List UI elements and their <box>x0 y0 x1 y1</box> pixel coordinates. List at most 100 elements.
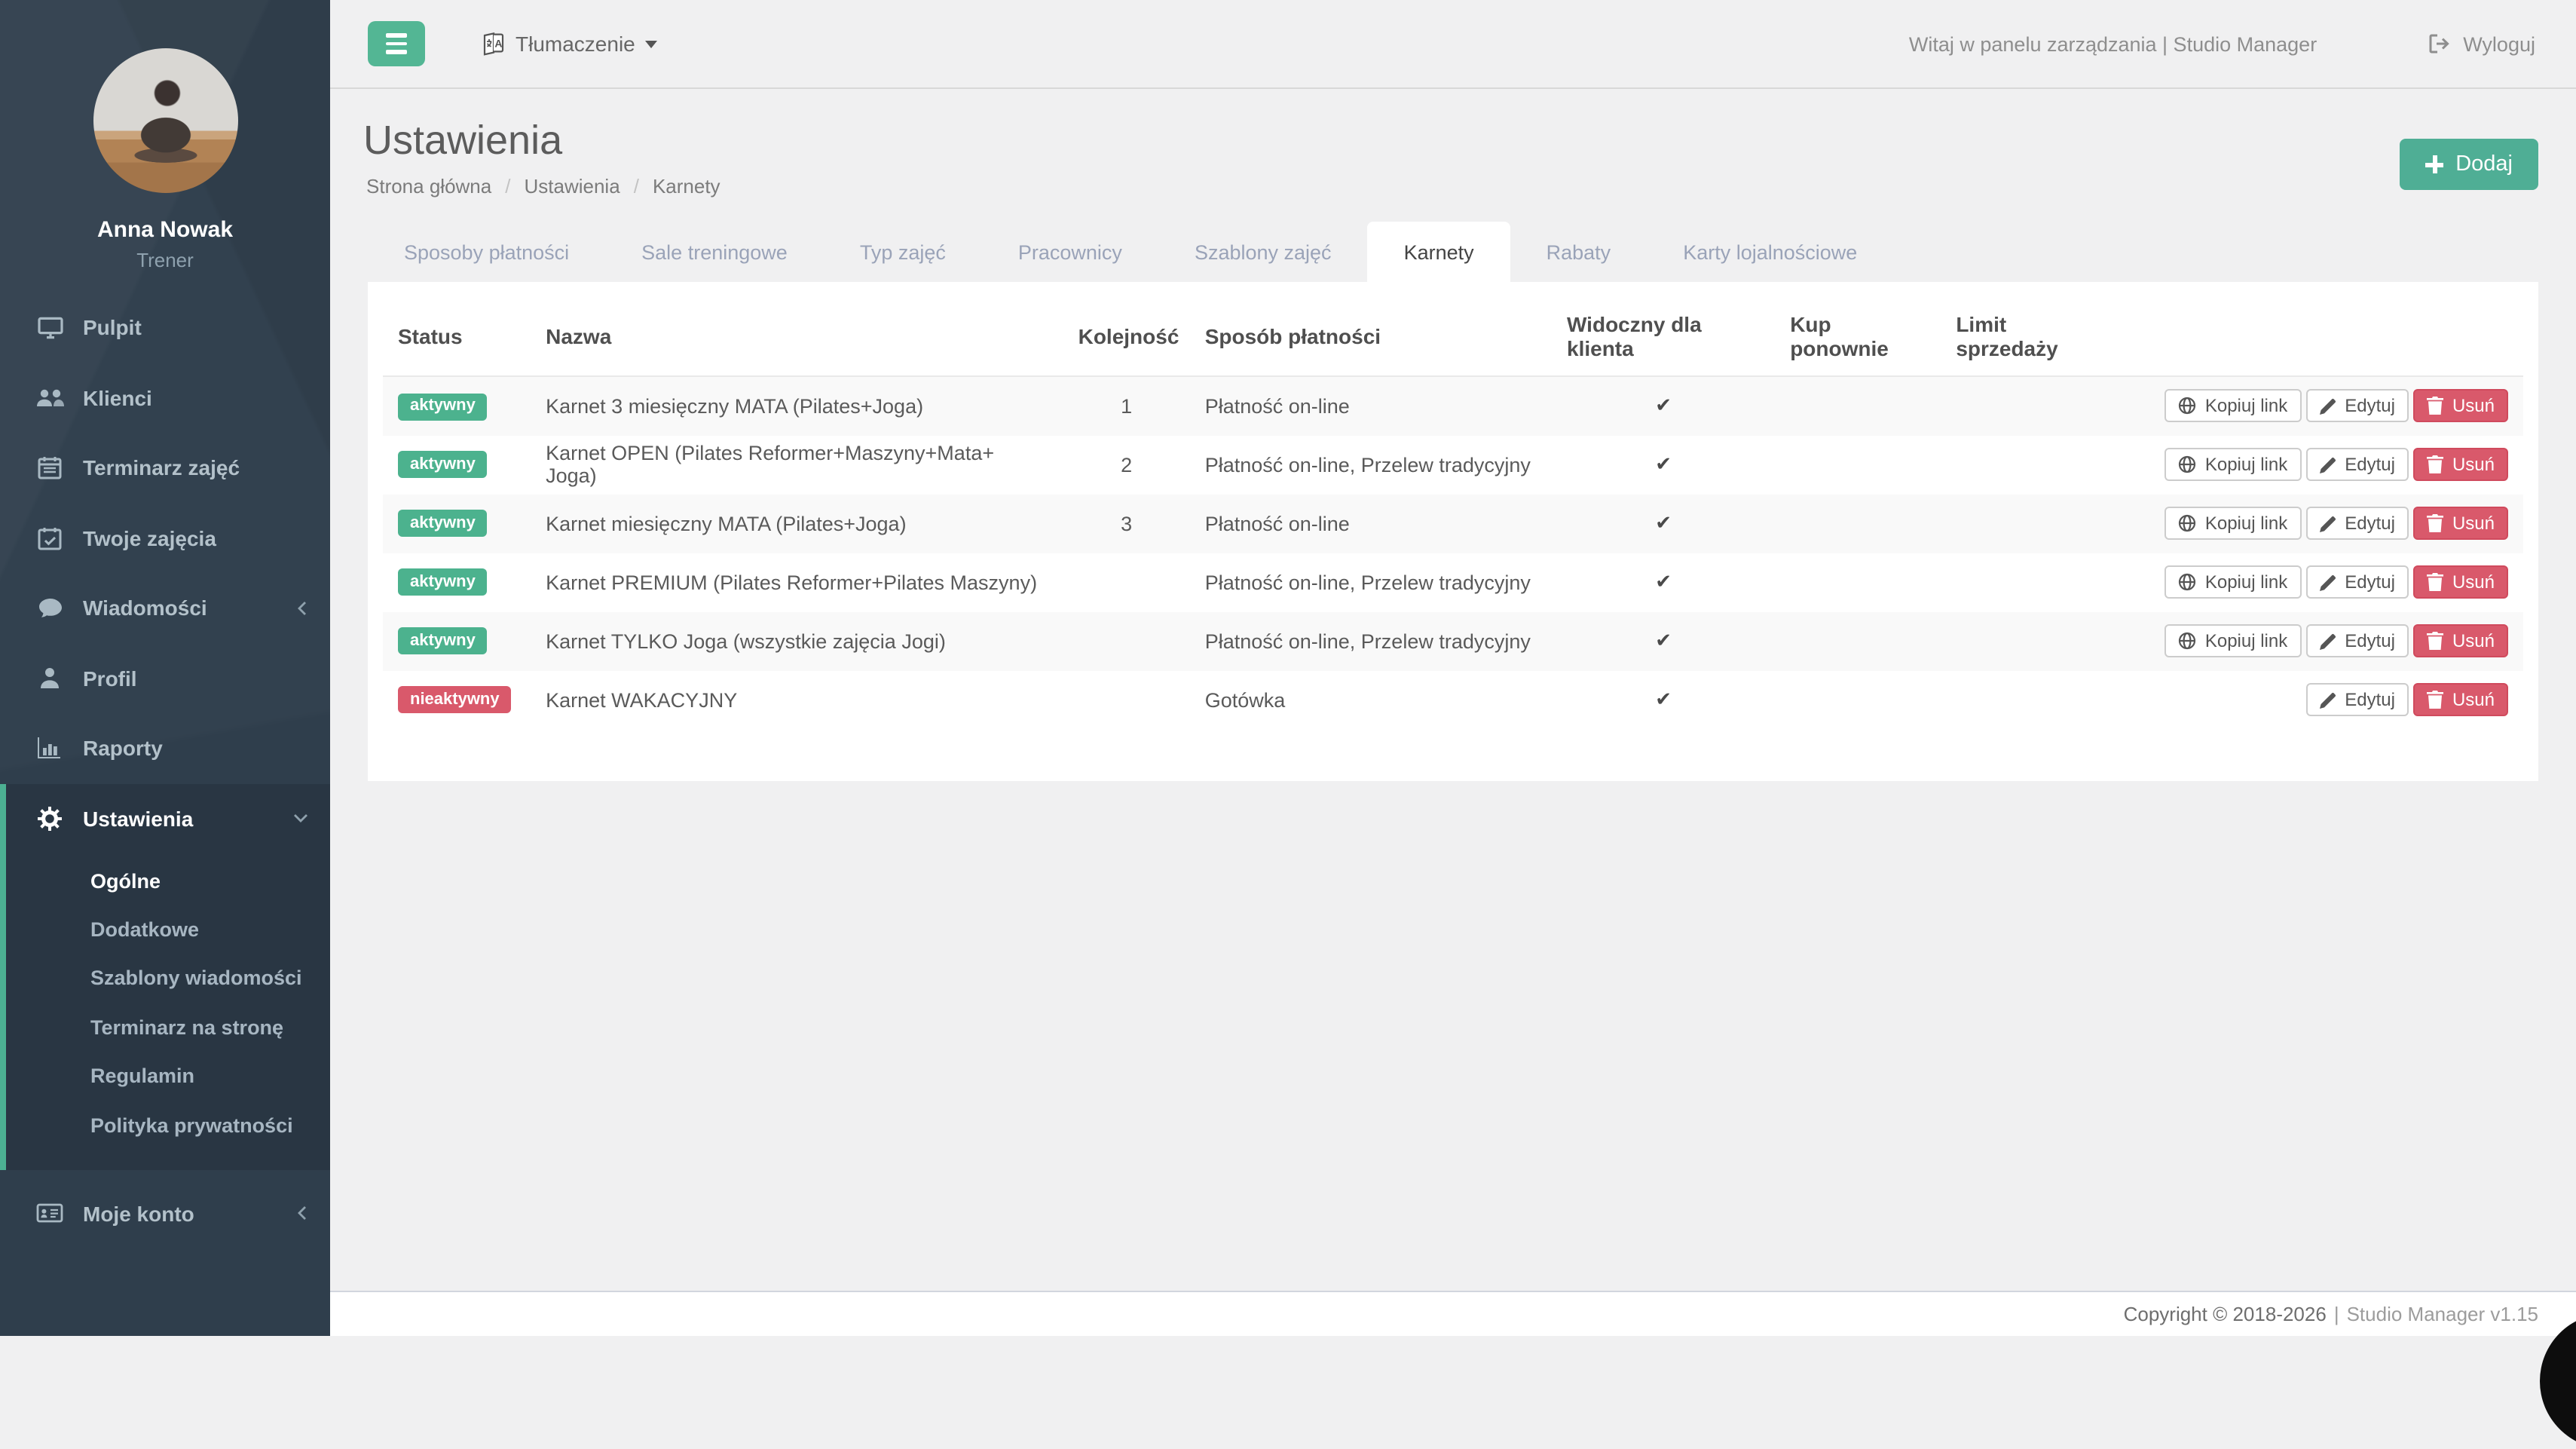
calendar-check-icon <box>35 526 65 550</box>
col-widoczny: Widoczny dla klienta <box>1552 297 1776 377</box>
check-icon: ✔ <box>1655 688 1672 710</box>
sidebar-toggle-button[interactable] <box>368 21 425 66</box>
sidebar-item-label: Moje konto <box>83 1201 194 1226</box>
sidebar-item-moje-konto[interactable]: Moje konto <box>0 1178 330 1248</box>
edit-button[interactable]: Edytuj <box>2305 683 2409 716</box>
edit-button[interactable]: Edytuj <box>2305 389 2409 423</box>
karnet-name: Karnet OPEN (Pilates Reformer+Maszyny+Ma… <box>546 442 995 487</box>
col-kup-ponownie: Kup ponownie <box>1775 297 1941 377</box>
welcome-text: Witaj w panelu zarządzania | Studio Mana… <box>1908 32 2317 55</box>
karnet-order: 2 <box>1121 453 1133 476</box>
sidebar-item-terminarz-zajec[interactable]: Terminarz zajęć <box>0 433 330 503</box>
settings-submenu: Ogólne Dodatkowe Szablony wiadomości Ter… <box>6 853 330 1171</box>
copy-link-button[interactable]: Kopiuj link <box>2164 565 2302 599</box>
footer: Copyright © 2018-2026 | Studio Manager v… <box>330 1291 2576 1336</box>
trash-icon <box>2426 573 2443 591</box>
studio-manager-app: Anna Nowak Trener Pulpit Klienci <box>0 0 2576 1336</box>
sidebar-item-wiadomosci[interactable]: Wiadomości <box>0 573 330 643</box>
chevron-left-icon <box>295 600 309 617</box>
chart-bar-icon <box>35 737 65 759</box>
copyright-text: Copyright © 2018-2026 <box>2123 1303 2327 1325</box>
delete-button[interactable]: Usuń <box>2412 389 2508 423</box>
sidebar-item-profil[interactable]: Profil <box>0 643 330 713</box>
sidebar-item-klienci[interactable]: Klienci <box>0 363 330 433</box>
breadcrumb-home[interactable]: Strona główna <box>366 175 492 198</box>
submenu-item-ogolne[interactable]: Ogólne <box>6 856 330 905</box>
edit-button[interactable]: Edytuj <box>2305 624 2409 657</box>
menu-icon <box>386 33 407 38</box>
submenu-item-terminarz-na-strone[interactable]: Terminarz na stronę <box>6 1003 330 1052</box>
submenu-item-regulamin[interactable]: Regulamin <box>6 1052 330 1101</box>
globe-icon <box>2178 514 2195 532</box>
page-title: Ustawienia <box>363 118 563 163</box>
user-name: Anna Nowak <box>96 217 233 243</box>
caret-down-icon <box>645 40 658 47</box>
col-status: Status <box>383 297 531 377</box>
breadcrumb-settings[interactable]: Ustawienia <box>491 175 620 198</box>
pencil-icon <box>2319 692 2336 708</box>
globe-icon <box>2178 573 2195 591</box>
edit-button[interactable]: Edytuj <box>2305 565 2409 599</box>
sidebar-item-ustawienia[interactable]: Ustawienia <box>6 783 330 853</box>
check-icon: ✔ <box>1655 452 1672 475</box>
logout-icon <box>2428 33 2451 54</box>
table-row: aktywny Karnet miesięczny MATA (Pilates+… <box>383 494 2523 553</box>
trash-icon <box>2426 455 2443 473</box>
tab-szablony-zajec[interactable]: Szablony zajęć <box>1194 240 1332 263</box>
submenu-item-polityka-prywatnosci[interactable]: Polityka prywatności <box>6 1101 330 1150</box>
globe-icon <box>2178 455 2195 473</box>
edit-button[interactable]: Edytuj <box>2305 507 2409 540</box>
karnet-name: Karnet miesięczny MATA (Pilates+Joga) <box>546 512 907 535</box>
tab-rabaty[interactable]: Rabaty <box>1546 240 1611 263</box>
karnet-name: Karnet TYLKO Joga (wszystkie zajęcia Jog… <box>546 630 946 652</box>
tab-typ-zajec[interactable]: Typ zajęć <box>859 240 946 263</box>
col-limit: Limit sprzedaży <box>1941 297 2125 377</box>
id-card-icon <box>35 1203 65 1223</box>
globe-icon <box>2178 632 2195 650</box>
delete-button[interactable]: Usuń <box>2412 507 2508 540</box>
tab-sale-treningowe[interactable]: Sale treningowe <box>641 240 788 263</box>
check-icon: ✔ <box>1655 570 1672 593</box>
col-sposob-platnosci: Sposób płatności <box>1189 297 1552 377</box>
calendar-icon <box>35 456 65 480</box>
copy-link-button[interactable]: Kopiuj link <box>2164 507 2302 540</box>
add-button-label: Dodaj <box>2455 152 2513 176</box>
copy-link-button[interactable]: Kopiuj link <box>2164 448 2302 481</box>
table-row: aktywny Karnet 3 miesięczny MATA (Pilate… <box>383 376 2523 435</box>
chevron-left-icon <box>295 1205 309 1221</box>
sidebar-item-twoje-zajecia[interactable]: Twoje zajęcia <box>0 503 330 573</box>
table-row: aktywny Karnet OPEN (Pilates Reformer+Ma… <box>383 435 2523 494</box>
tab-karty-lojalnosciowe[interactable]: Karty lojalnościowe <box>1683 240 1858 263</box>
edit-button[interactable]: Edytuj <box>2305 448 2409 481</box>
tab-pracownicy[interactable]: Pracownicy <box>1017 240 1122 263</box>
copy-link-button[interactable]: Kopiuj link <box>2164 389 2302 423</box>
karnet-order <box>1063 553 1190 611</box>
add-button[interactable]: Dodaj <box>2400 139 2538 190</box>
table-row: nieaktywny Karnet WAKACYJNY Gotówka ✔ Ed… <box>383 670 2523 729</box>
submenu-item-label: Dodatkowe <box>90 918 200 942</box>
sidebar-item-raporty[interactable]: Raporty <box>0 713 330 783</box>
tab-sposoby-platnosci[interactable]: Sposoby płatności <box>404 240 570 263</box>
delete-button[interactable]: Usuń <box>2412 683 2508 716</box>
submenu-item-label: Polityka prywatności <box>90 1114 293 1137</box>
translation-dropdown[interactable]: A Tłumaczenie <box>481 0 658 87</box>
sidebar-item-label: Ustawienia <box>83 806 194 831</box>
karnet-order: 3 <box>1121 512 1133 535</box>
logout-button[interactable]: Wyloguj <box>2428 32 2535 55</box>
tab-karnety[interactable]: Karnety <box>1367 222 1510 282</box>
karnety-panel: Status Nazwa Kolejność Sposób płatności … <box>368 282 2538 781</box>
sidebar-item-pulpit[interactable]: Pulpit <box>0 293 330 363</box>
tabs-section: Sposoby płatności Sale treningowe Typ za… <box>368 222 2538 781</box>
delete-button[interactable]: Usuń <box>2412 624 2508 657</box>
delete-button[interactable]: Usuń <box>2412 448 2508 481</box>
check-icon: ✔ <box>1655 394 1672 417</box>
karnet-order <box>1063 611 1190 670</box>
breadcrumb: Strona główna Ustawienia Karnety <box>363 175 2538 198</box>
user-role: Trener <box>136 249 194 271</box>
submenu-item-szablony-wiadomosci[interactable]: Szablony wiadomości <box>6 954 330 1003</box>
karnety-table: Status Nazwa Kolejność Sposób płatności … <box>383 297 2523 729</box>
submenu-item-dodatkowe[interactable]: Dodatkowe <box>6 905 330 954</box>
copy-link-button[interactable]: Kopiuj link <box>2164 624 2302 657</box>
delete-button[interactable]: Usuń <box>2412 565 2508 599</box>
submenu-item-label: Szablony wiadomości <box>90 967 302 990</box>
